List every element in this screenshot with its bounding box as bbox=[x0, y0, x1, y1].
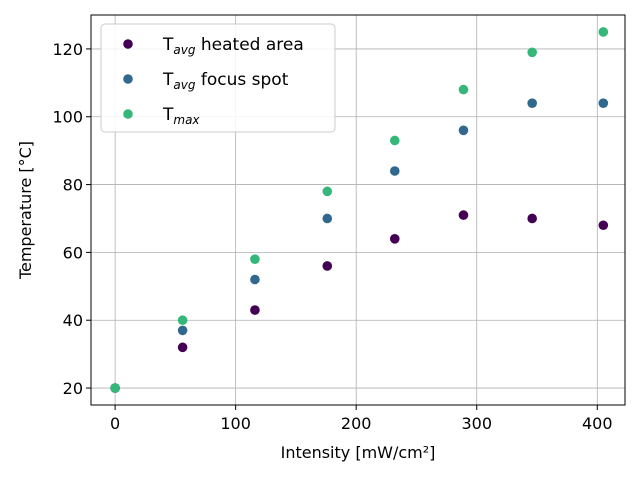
x-tick-label: 400 bbox=[582, 414, 613, 433]
x-tick-label: 200 bbox=[341, 414, 372, 433]
y-tick-label: 100 bbox=[52, 108, 83, 127]
data-point-series-2 bbox=[598, 98, 609, 108]
plot-frame bbox=[90, 14, 626, 406]
data-point-series-2 bbox=[250, 274, 260, 285]
legend-label-2: Tavg focus spot bbox=[162, 70, 289, 92]
legend-marker-3 bbox=[123, 109, 133, 119]
data-point-series-1 bbox=[527, 213, 537, 224]
data-point-series-2 bbox=[527, 98, 537, 108]
legend-marker-1 bbox=[123, 39, 133, 49]
legend: Tavg heated area Tavg focus spot Tmax bbox=[100, 23, 336, 133]
x-tick-label: 100 bbox=[220, 414, 251, 433]
axis-ticks: 0 100 200 300 400 20 40 60 80 100 120 bbox=[52, 40, 612, 433]
y-tick-label: 80 bbox=[63, 176, 83, 195]
legend-label-1: Tavg heated area bbox=[162, 35, 304, 57]
data-point-series-2 bbox=[458, 125, 469, 136]
legend-marker-2 bbox=[123, 74, 133, 84]
data-point-series-2 bbox=[177, 325, 188, 336]
y-tick-label: 60 bbox=[63, 243, 83, 262]
legend-frame bbox=[100, 23, 336, 133]
data-point-series-3 bbox=[110, 383, 120, 393]
data-point-series-2 bbox=[322, 213, 333, 224]
data-point-series-3 bbox=[322, 186, 333, 197]
data-point-series-3 bbox=[177, 315, 188, 326]
data-point-series-1 bbox=[389, 234, 400, 244]
y-tick-label: 120 bbox=[52, 40, 83, 59]
y-tick-label: 20 bbox=[63, 379, 83, 398]
data-point-series-3 bbox=[389, 135, 400, 146]
data-point-series-3 bbox=[527, 47, 537, 58]
x-tick-label: 0 bbox=[110, 414, 120, 433]
x-axis-label: Intensity [mW/cm²] bbox=[281, 443, 436, 462]
data-point-series-2 bbox=[389, 166, 400, 176]
data-point-series-1 bbox=[177, 342, 188, 353]
x-tick-label: 300 bbox=[461, 414, 492, 433]
data-point-series-3 bbox=[458, 84, 469, 95]
data-point-series-1 bbox=[322, 261, 333, 271]
grid bbox=[91, 15, 625, 405]
data-point-series-1 bbox=[598, 220, 609, 231]
data-point-series-3 bbox=[250, 254, 260, 264]
legend-label-3: Tmax bbox=[162, 105, 200, 127]
y-tick-label: 40 bbox=[63, 311, 83, 330]
data-point-series-1 bbox=[250, 305, 260, 315]
data-point-series-3 bbox=[598, 27, 609, 37]
y-axis-label: Temperature [°C] bbox=[16, 141, 35, 280]
data-point-series-1 bbox=[458, 210, 469, 220]
data-points bbox=[110, 27, 609, 393]
